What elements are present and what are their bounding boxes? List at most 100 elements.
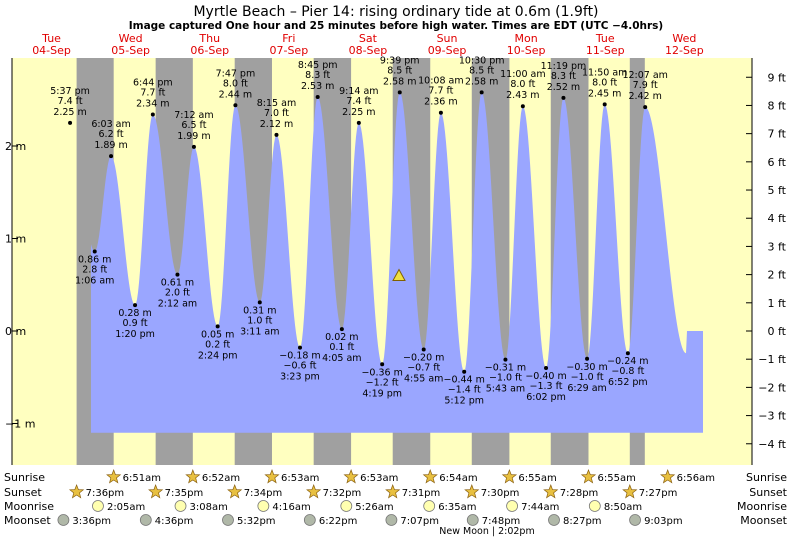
moonset-entry: 7:48pm — [466, 514, 521, 527]
sunrise-entry: 6:53am — [264, 469, 319, 484]
extreme-time: 6:52 pm — [608, 377, 648, 388]
right-tick-label: 5 ft — [768, 184, 787, 197]
tide-extreme-dot — [191, 144, 196, 149]
extreme-time: 9:14 am — [339, 86, 378, 97]
moonset-icon — [222, 514, 234, 526]
tide-extreme-dot — [380, 362, 385, 367]
high-tide-point: 6:44 pm7.7 ft2.34 m — [133, 78, 173, 117]
extreme-metres: 2.45 m — [588, 88, 621, 99]
sun-star-icon — [464, 484, 480, 499]
extreme-time: 6:29 am — [567, 383, 606, 394]
moonset-time: 8:27pm — [563, 516, 602, 527]
sunrise-entry: 6:51am — [106, 469, 161, 484]
sunrise-entry: 6:55am — [580, 469, 636, 484]
right-tick-label: 6 ft — [768, 156, 787, 169]
high-tide-point: 5:37 pm7.4 ft2.25 m — [50, 86, 90, 125]
moonrise-entry: 2:05am — [92, 500, 145, 513]
tide-extreme-dot — [462, 369, 467, 374]
chart-title: Myrtle Beach – Pier 14: rising ordinary … — [193, 4, 598, 20]
sun-star-icon — [543, 484, 559, 499]
extreme-time: 8:15 am — [257, 98, 296, 109]
sun-star-icon — [422, 469, 438, 484]
tide-extreme-dot — [109, 154, 114, 159]
right-tick-label: 3 ft — [768, 240, 787, 253]
day-label-date: 06-Sep — [190, 44, 229, 57]
low-tide-point: 0.28 m0.9 ft1:20 pm — [115, 303, 155, 340]
high-tide-point: 11:50 am8.0 ft2.45 m — [582, 67, 627, 107]
day-label-date: 05-Sep — [111, 44, 150, 57]
tide-extremes: 5:37 pm7.4 ft2.25 m 0.86 m2.8 ft1:06 am 6:… — [50, 55, 668, 406]
extreme-time: 4:05 am — [322, 353, 361, 364]
right-tick-label: −4 ft — [758, 438, 786, 451]
low-tide-point: 0.86 m2.8 ft1:06 am — [75, 249, 114, 286]
tide-extreme-dot — [315, 94, 320, 99]
day-label-weekday: Tue — [595, 32, 615, 45]
day-label-date: 10-Sep — [507, 44, 546, 57]
day-label-date: 12-Sep — [665, 44, 704, 57]
right-tick-label: 1 ft — [768, 297, 787, 310]
extreme-metres: 2.25 m — [342, 107, 375, 118]
day-label-date: 11-Sep — [586, 44, 625, 57]
sunset-time: 7:36pm — [86, 488, 125, 499]
moonset-icon — [385, 514, 398, 526]
extreme-feet: 8.0 ft — [223, 78, 248, 89]
extreme-time: 6:44 pm — [133, 78, 173, 89]
sunset-time: 7:34pm — [244, 488, 283, 499]
sun-star-icon — [227, 484, 243, 499]
extreme-feet: 6.2 ft — [99, 129, 124, 140]
extreme-metres: −0.44 m — [443, 375, 484, 386]
moonrise-time: 4:16am — [272, 502, 310, 513]
tide-water-area — [91, 92, 703, 433]
left-tick-label: 2 m — [5, 140, 26, 153]
extreme-feet: 0.1 ft — [329, 342, 354, 353]
right-tick-label: −1 ft — [758, 353, 786, 366]
extreme-metres: 0.31 m — [243, 305, 276, 316]
extreme-metres: 2.36 m — [424, 97, 457, 108]
extreme-time: 2:24 pm — [198, 350, 238, 361]
extreme-feet: −0.8 ft — [611, 366, 644, 377]
sunset-time: 7:35pm — [165, 488, 204, 499]
right-tick-label: 9 ft — [768, 71, 787, 84]
tide-extreme-dot — [68, 120, 73, 125]
sunset-time: 7:32pm — [323, 488, 362, 499]
almanac-row-label-left: Moonrise — [4, 500, 54, 513]
extreme-feet: 0.9 ft — [123, 318, 148, 329]
left-tick-label: 0 m — [5, 325, 26, 338]
moonrise-entry: 8:50am — [588, 500, 642, 513]
extreme-metres: 2.44 m — [219, 89, 252, 100]
extreme-feet: 7.0 ft — [264, 108, 289, 119]
moonset-entry: 9:03pm — [629, 514, 683, 527]
low-tide-point: −0.30 m−1.0 ft6:29 am — [566, 356, 608, 394]
sunrise-time: 6:54am — [439, 473, 477, 484]
extreme-feet: 8.3 ft — [551, 71, 576, 82]
moonset-entry: 5:32pm — [222, 514, 276, 527]
extreme-metres: 2.34 m — [136, 99, 169, 110]
extreme-metres: 0.05 m — [201, 329, 234, 340]
extreme-time: 2:12 am — [158, 299, 197, 310]
tide-extreme-dot — [602, 102, 607, 107]
sun-star-icon — [580, 469, 597, 484]
sun-star-icon — [106, 469, 122, 484]
right-tick-label: 7 ft — [768, 128, 787, 141]
extreme-time: 4:19 pm — [362, 388, 402, 399]
high-tide-point: 11:00 am8.0 ft2.43 m — [500, 69, 546, 109]
tide-extreme-dot — [438, 110, 443, 115]
low-tide-point: 0.61 m2.0 ft2:12 am — [158, 272, 197, 310]
sunset-time: 7:30pm — [481, 488, 520, 499]
extreme-time: 5:43 am — [486, 384, 525, 395]
extreme-metres: −0.18 m — [279, 351, 320, 362]
moonrise-icon — [340, 500, 353, 512]
extreme-feet: 8.3 ft — [305, 70, 330, 81]
low-tide-point: 0.05 m0.2 ft2:24 pm — [198, 324, 238, 361]
tide-extreme-dot — [298, 345, 303, 350]
moonset-time: 7:48pm — [482, 516, 521, 527]
sun-star-icon — [185, 469, 201, 484]
extreme-time: 11:00 am — [500, 69, 545, 80]
tide-extreme-dot — [150, 112, 155, 117]
low-tide-point: 0.02 m0.1 ft4:05 am — [322, 327, 362, 364]
tide-extreme-dot — [520, 104, 525, 109]
extreme-feet: 7.4 ft — [58, 96, 83, 107]
extreme-metres: 2.52 m — [547, 82, 580, 93]
extreme-metres: −0.24 m — [607, 356, 648, 367]
moonrise-icon — [506, 500, 518, 512]
